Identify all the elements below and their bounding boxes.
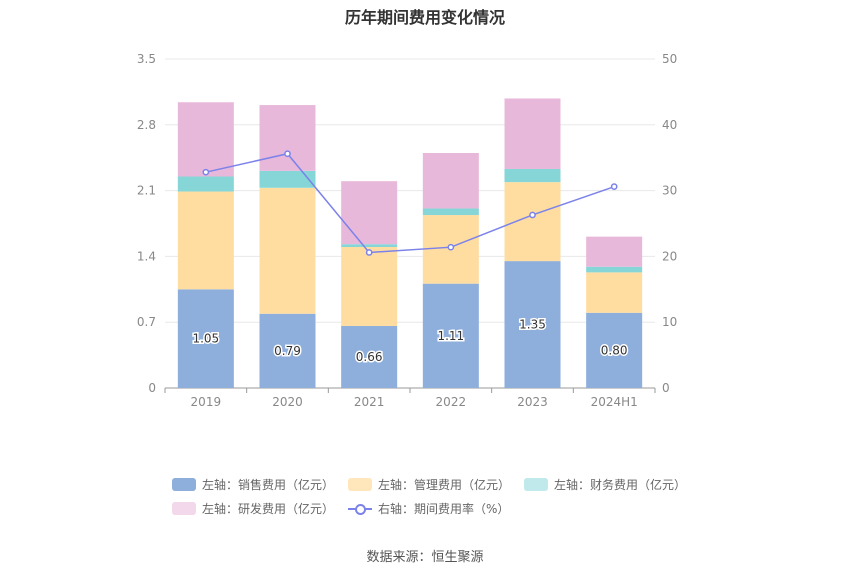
rate-point [610, 183, 618, 191]
legend-row: 左轴：研发费用（亿元） 右轴：期间费用率（%） [172, 496, 732, 520]
bar-data-label: 0.79 [274, 344, 301, 358]
right-axis-tick-label: 10 [662, 315, 677, 329]
rate-point [284, 150, 291, 158]
x-axis-tick-label: 2020 [272, 395, 303, 409]
bar-segment-rd [422, 153, 479, 209]
bar-data-label: 1.05 [192, 332, 219, 346]
left-axis-tick-label: 1.4 [137, 249, 156, 263]
legend-item[interactable]: 左轴：研发费用（亿元） [172, 500, 334, 517]
x-axis-tick-label: 2019 [191, 395, 222, 409]
bar-segment-finance [341, 244, 398, 247]
rate-point [447, 243, 455, 251]
data-source: 数据来源：恒生聚源 [366, 550, 484, 565]
legend-color-swatch [348, 477, 373, 491]
bar-segment-rd [586, 236, 643, 267]
bar-segment-finance [586, 266, 643, 273]
x-axis-tick-label: 2021 [354, 395, 385, 409]
legend-item[interactable]: 右轴：期间费用率（%） [348, 500, 509, 517]
bar-data-label: 0.80 [601, 343, 628, 357]
legend-label: 左轴：财务费用（亿元） [554, 477, 687, 492]
right-axis-tick-label: 30 [662, 184, 677, 198]
bar-data-label: 0.66 [356, 350, 383, 364]
left-axis-tick-label: 3.5 [137, 52, 156, 66]
x-axis-tick-label: 2023 [517, 395, 548, 409]
bar-segment-sales [586, 312, 643, 388]
legend-row: 左轴：销售费用（亿元） 左轴：管理费用（亿元） 左轴：财务费用（亿元） [172, 472, 732, 496]
x-axis-tick-label: 2024H1 [591, 395, 638, 409]
legend-line-marker-icon [348, 502, 373, 515]
legend-label: 左轴：研发费用（亿元） [202, 501, 335, 516]
legend-label: 左轴：销售费用（亿元） [202, 477, 335, 492]
left-axis-tick-label: 0 [148, 381, 156, 395]
rate-point [529, 211, 536, 219]
legend-item[interactable]: 左轴：财务费用（亿元） [524, 476, 686, 493]
bar-segment-admin [341, 247, 398, 326]
bar-segment-admin [177, 191, 234, 290]
bar-segment-admin [586, 272, 643, 313]
chart-legend: 左轴：销售费用（亿元） 左轴：管理费用（亿元） 左轴：财务费用（亿元） 左轴：研发费用… [172, 472, 732, 520]
legend-item[interactable]: 左轴：管理费用（亿元） [348, 476, 510, 493]
legend-item[interactable]: 左轴：销售费用（亿元） [172, 476, 334, 493]
rate-point [365, 249, 373, 256]
chart-title: 历年期间费用变化情况 [344, 8, 505, 27]
x-axis-tick-label: 2022 [436, 395, 467, 409]
bar-data-label: 1.11 [437, 329, 464, 343]
legend-color-swatch [524, 477, 549, 491]
legend-label: 右轴：期间费用率（%） [378, 501, 510, 516]
legend-color-swatch [172, 501, 196, 515]
bar-segment-finance [422, 208, 479, 216]
bar-segment-finance [504, 168, 561, 183]
right-axis-tick-label: 0 [662, 381, 670, 395]
bar-segment-admin [504, 182, 561, 262]
bar-segment-sales [259, 313, 316, 388]
bar-segment-sales [341, 325, 398, 388]
bar-segment-rd [259, 105, 316, 171]
left-axis-tick-label: 2.1 [137, 184, 156, 198]
right-axis-tick-label: 20 [662, 249, 677, 263]
bar-segment-rd [504, 98, 561, 169]
legend-color-swatch [172, 477, 196, 491]
legend-label: 左轴：管理费用（亿元） [378, 477, 511, 492]
bar-segment-finance [177, 176, 234, 192]
bar-segment-sales [177, 289, 234, 388]
bar-segment-sales [422, 283, 479, 388]
bar-segment-rd [177, 102, 234, 177]
bar-segment-rd [341, 181, 398, 245]
left-axis-tick-label: 0.7 [137, 315, 156, 329]
bar-segment-admin [259, 187, 316, 314]
left-axis-tick-label: 2.8 [137, 118, 156, 132]
rate-line [205, 152, 615, 254]
bar-data-label: 1.35 [519, 318, 546, 332]
right-axis-tick-label: 40 [662, 118, 677, 132]
right-axis-tick-label: 50 [662, 52, 677, 66]
rate-point [202, 168, 210, 176]
bar-segment-finance [259, 170, 316, 188]
bar-segment-sales [504, 261, 561, 388]
